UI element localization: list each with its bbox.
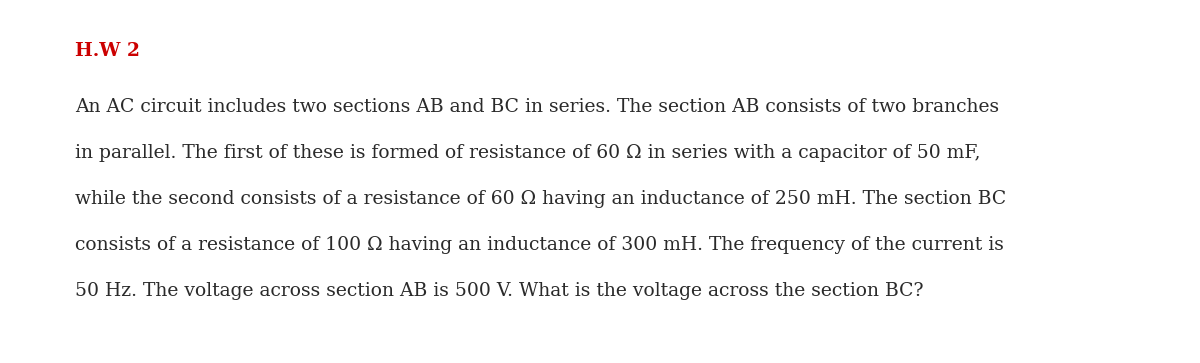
Text: in parallel. The first of these is formed of resistance of 60 Ω in series with a: in parallel. The first of these is forme… [74,144,980,162]
Text: 50 Hz. The voltage across section AB is 500 V. What is the voltage across the se: 50 Hz. The voltage across section AB is … [74,282,924,300]
Text: consists of a resistance of 100 Ω having an inductance of 300 mH. The frequency : consists of a resistance of 100 Ω having… [74,236,1004,254]
Text: An AC circuit includes two sections AB and BC in series. The section AB consists: An AC circuit includes two sections AB a… [74,98,1000,116]
Text: while the second consists of a resistance of 60 Ω having an inductance of 250 mH: while the second consists of a resistanc… [74,190,1007,208]
Text: H.W 2: H.W 2 [74,42,140,60]
